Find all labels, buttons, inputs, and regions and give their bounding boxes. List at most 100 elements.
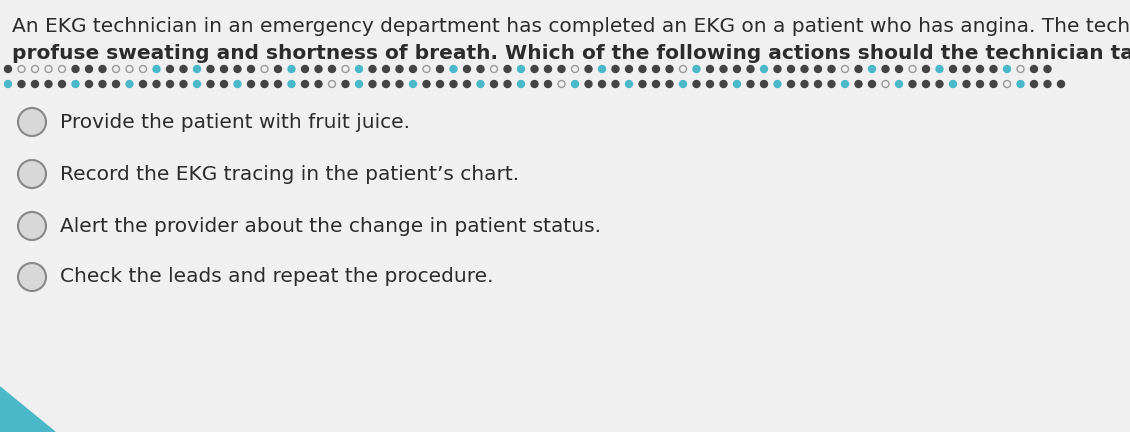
Circle shape	[585, 80, 592, 88]
Circle shape	[720, 66, 727, 73]
Circle shape	[788, 80, 794, 88]
Circle shape	[193, 80, 200, 88]
Circle shape	[1044, 80, 1051, 88]
Circle shape	[18, 263, 46, 291]
Polygon shape	[0, 387, 55, 432]
Circle shape	[382, 66, 390, 73]
Text: Record the EKG tracing in the patient’s chart.: Record the EKG tracing in the patient’s …	[60, 165, 519, 184]
Circle shape	[153, 80, 160, 88]
Circle shape	[990, 80, 997, 88]
Circle shape	[909, 80, 916, 88]
Circle shape	[139, 80, 147, 88]
Circle shape	[99, 66, 106, 73]
Circle shape	[72, 80, 79, 88]
Circle shape	[302, 80, 308, 88]
Circle shape	[127, 80, 133, 88]
Circle shape	[990, 66, 997, 73]
Circle shape	[1058, 80, 1064, 88]
Circle shape	[18, 80, 25, 88]
Circle shape	[788, 66, 794, 73]
Circle shape	[949, 80, 956, 88]
Circle shape	[1017, 80, 1024, 88]
Circle shape	[1044, 66, 1051, 73]
Circle shape	[5, 66, 11, 73]
Circle shape	[518, 80, 524, 88]
Circle shape	[1031, 80, 1037, 88]
Circle shape	[356, 80, 363, 88]
Circle shape	[436, 66, 443, 73]
Circle shape	[922, 80, 930, 88]
Circle shape	[490, 80, 497, 88]
Circle shape	[18, 212, 46, 240]
Circle shape	[666, 66, 673, 73]
Circle shape	[315, 80, 322, 88]
Circle shape	[626, 80, 633, 88]
Circle shape	[436, 80, 443, 88]
Circle shape	[895, 66, 903, 73]
Circle shape	[963, 66, 970, 73]
Circle shape	[733, 80, 740, 88]
Circle shape	[166, 66, 174, 73]
Circle shape	[477, 80, 484, 88]
Circle shape	[693, 80, 699, 88]
Circle shape	[288, 80, 295, 88]
Circle shape	[450, 66, 457, 73]
Circle shape	[302, 66, 308, 73]
Circle shape	[976, 66, 983, 73]
Circle shape	[545, 80, 551, 88]
Circle shape	[895, 80, 903, 88]
Circle shape	[1003, 66, 1010, 73]
Circle shape	[180, 80, 186, 88]
Circle shape	[747, 80, 754, 88]
Circle shape	[976, 80, 983, 88]
Circle shape	[652, 66, 660, 73]
Circle shape	[599, 66, 606, 73]
Circle shape	[370, 80, 376, 88]
Circle shape	[315, 66, 322, 73]
Circle shape	[113, 80, 120, 88]
Circle shape	[45, 80, 52, 88]
Circle shape	[275, 80, 281, 88]
Circle shape	[409, 66, 417, 73]
Circle shape	[153, 66, 160, 73]
Circle shape	[626, 66, 633, 73]
Circle shape	[612, 66, 619, 73]
Circle shape	[801, 80, 808, 88]
Circle shape	[558, 66, 565, 73]
Circle shape	[32, 80, 38, 88]
Circle shape	[504, 66, 511, 73]
Circle shape	[638, 66, 646, 73]
Circle shape	[1031, 66, 1037, 73]
Circle shape	[545, 66, 551, 73]
Circle shape	[855, 66, 862, 73]
Circle shape	[842, 80, 849, 88]
Circle shape	[801, 66, 808, 73]
Circle shape	[693, 66, 699, 73]
Text: Provide the patient with fruit juice.: Provide the patient with fruit juice.	[60, 112, 410, 131]
Circle shape	[666, 80, 673, 88]
Circle shape	[599, 80, 606, 88]
Circle shape	[234, 66, 241, 73]
Circle shape	[531, 80, 538, 88]
Circle shape	[869, 66, 876, 73]
Circle shape	[207, 66, 214, 73]
Circle shape	[936, 66, 944, 73]
Text: Alert the provider about the change in patient status.: Alert the provider about the change in p…	[60, 216, 601, 235]
Circle shape	[72, 66, 79, 73]
Text: profuse sweating and shortness of breath. Which of the following actions should : profuse sweating and shortness of breath…	[12, 44, 1130, 63]
Circle shape	[18, 108, 46, 136]
Circle shape	[652, 80, 660, 88]
Circle shape	[815, 80, 822, 88]
Circle shape	[638, 80, 646, 88]
Text: An EKG technician in an emergency department has completed an EKG on a patient w: An EKG technician in an emergency depart…	[12, 17, 1130, 36]
Circle shape	[86, 66, 93, 73]
Circle shape	[963, 80, 970, 88]
Circle shape	[180, 66, 186, 73]
Circle shape	[531, 66, 538, 73]
Circle shape	[733, 66, 740, 73]
Circle shape	[86, 80, 93, 88]
Circle shape	[883, 66, 889, 73]
Circle shape	[450, 80, 457, 88]
Circle shape	[409, 80, 417, 88]
Circle shape	[463, 66, 470, 73]
